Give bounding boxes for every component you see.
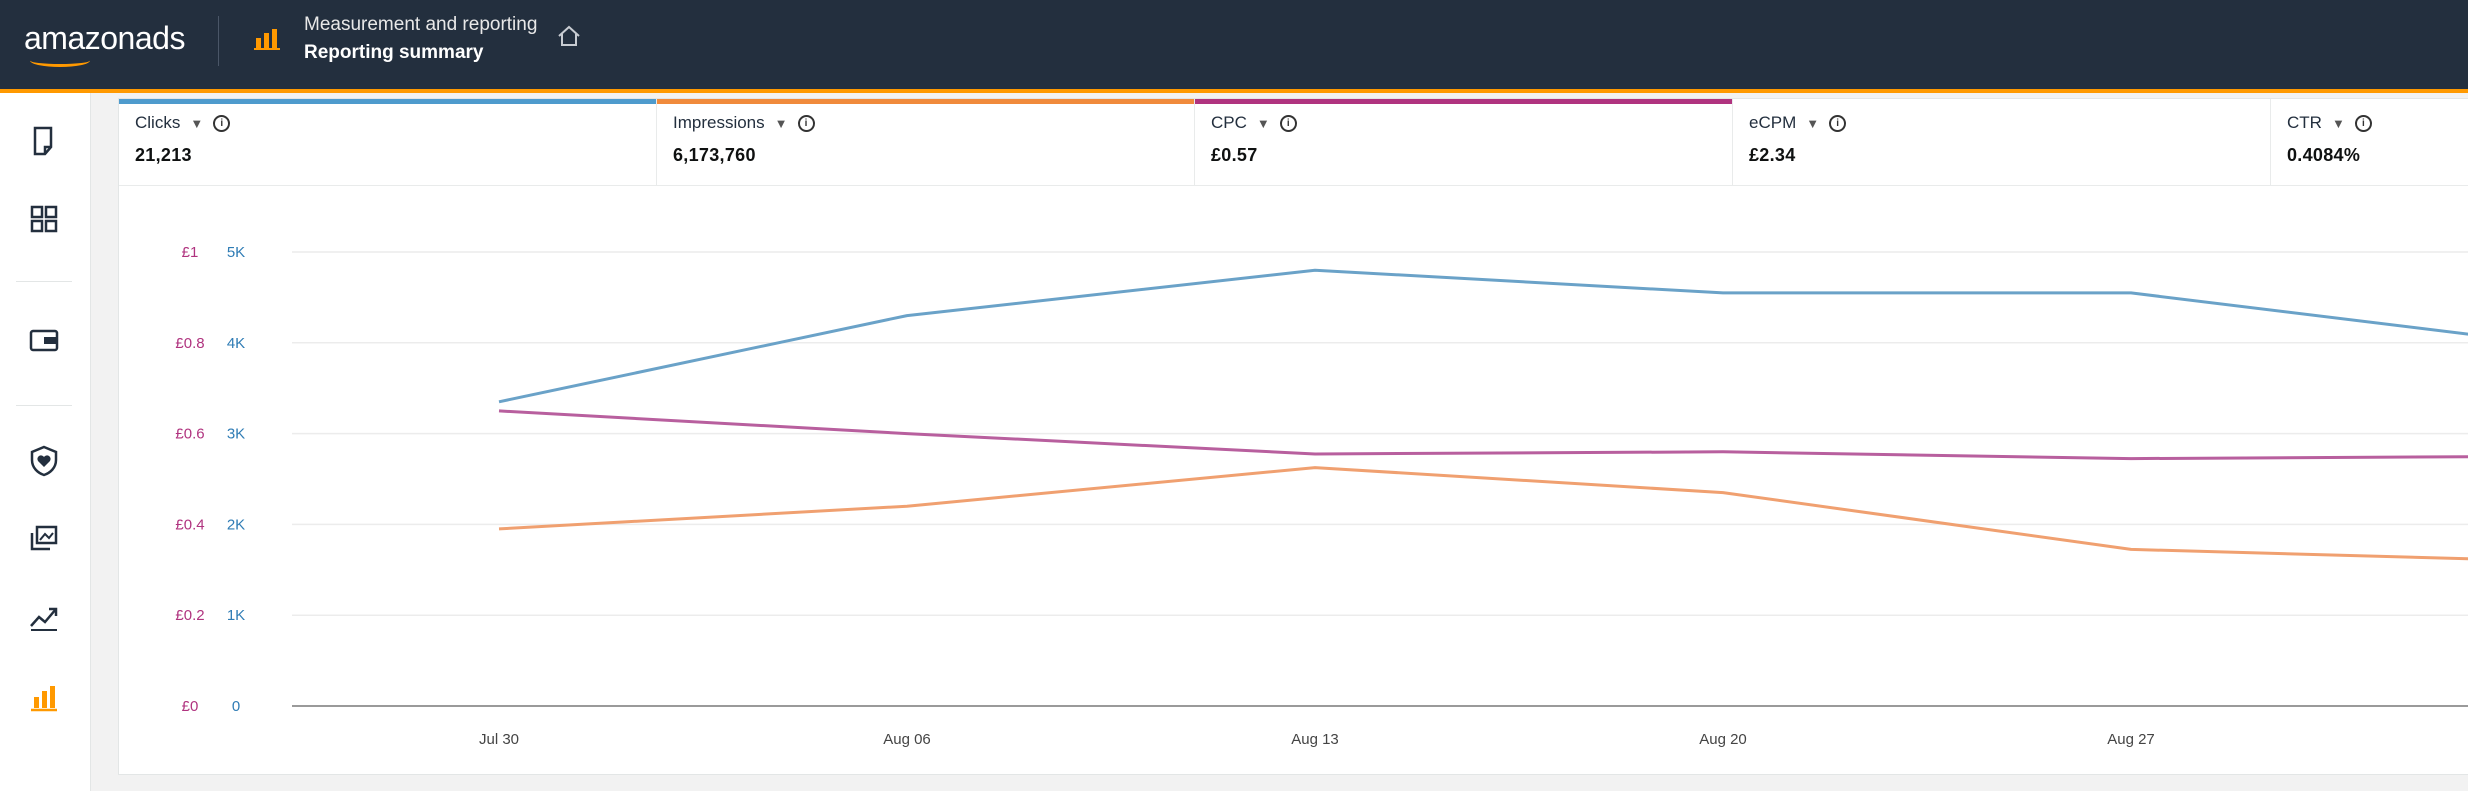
info-icon[interactable]: i xyxy=(2354,114,2372,132)
y-tick-currency: £0.8 xyxy=(175,335,204,352)
performance-line-chart: £1 5K £0.8 4K £0.6 3K £0.4 2K £0.2 1K £0 0 Jul 30 Au… xyxy=(175,244,2468,748)
metric-selector-row: Clicks ▼ i 21,213 Impressions ▼ i 6,173,… xyxy=(119,99,2468,186)
x-tick-label: Jul 30 xyxy=(479,731,519,748)
info-icon[interactable]: i xyxy=(1829,114,1847,132)
y-tick-count: 2K xyxy=(227,516,245,533)
metric-tile-cpc[interactable]: CPC ▼ i £0.57 xyxy=(1195,99,1733,185)
series-line-2 xyxy=(498,466,2468,561)
header-section-title[interactable]: Measurement and reporting xyxy=(304,14,538,35)
x-tick-label: Aug 27 xyxy=(2107,731,2155,748)
info-icon[interactable]: i xyxy=(797,114,815,132)
x-tick-label: Aug 06 xyxy=(883,731,931,748)
bar-chart-icon xyxy=(254,29,280,50)
reporting-chart-icon[interactable] xyxy=(26,679,62,715)
metric-name-row: CPC ▼ i xyxy=(1211,113,1732,133)
metric-value: 21,213 xyxy=(135,145,192,165)
y-tick-count: 0 xyxy=(232,698,240,715)
info-icon[interactable]: i xyxy=(1279,114,1297,132)
y-tick-count: 5K xyxy=(227,244,245,261)
series-line-0 xyxy=(498,268,2468,404)
chevron-down-icon[interactable]: ▼ xyxy=(190,115,204,131)
metric-value: 6,173,760 xyxy=(673,145,756,165)
metric-name-row: Clicks ▼ i xyxy=(135,113,656,133)
x-tick-label: Aug 13 xyxy=(1291,731,1339,748)
metric-name: CTR xyxy=(2287,113,2322,132)
y-tick-currency: £0.4 xyxy=(175,516,204,533)
wallet-icon[interactable] xyxy=(26,322,62,358)
logo-text-ads: ads xyxy=(134,20,186,56)
y-axis-ticks: £1 5K £0.8 4K £0.6 3K £0.4 2K £0.2 1K £0 0 xyxy=(175,244,245,715)
metric-name: eCPM xyxy=(1749,113,1797,132)
metric-tile-impressions[interactable]: Impressions ▼ i 6,173,760 xyxy=(657,99,1195,185)
home-icon[interactable] xyxy=(556,24,582,48)
info-icon[interactable]: i xyxy=(213,114,231,132)
shield-heart-icon[interactable] xyxy=(26,443,62,479)
growth-trend-icon[interactable] xyxy=(26,599,62,635)
chevron-down-icon[interactable]: ▼ xyxy=(2331,115,2345,131)
media-library-icon[interactable] xyxy=(26,521,62,557)
y-tick-currency: £0.6 xyxy=(175,426,204,443)
chevron-down-icon[interactable]: ▼ xyxy=(1806,115,1820,131)
header-divider xyxy=(218,16,219,66)
metric-name-row: eCPM ▼ i xyxy=(1749,113,2270,133)
metric-name: CPC xyxy=(1211,113,1247,132)
metric-name-row: Impressions ▼ i xyxy=(673,113,1194,133)
chart-series-lines xyxy=(498,268,2468,561)
logo-text-amazon: amazon xyxy=(24,20,135,56)
chevron-down-icon[interactable]: ▼ xyxy=(1256,115,1270,131)
metric-color-bar xyxy=(119,99,656,104)
metric-value: £0.57 xyxy=(1211,145,1258,165)
metric-value: 0.4084% xyxy=(2287,145,2361,165)
metric-value: £2.34 xyxy=(1749,145,1796,165)
metric-color-bar xyxy=(1195,99,1732,104)
page-title: Reporting summary xyxy=(304,42,484,63)
dashboard-grid-icon[interactable] xyxy=(26,201,62,237)
y-tick-currency: £0.2 xyxy=(175,607,204,624)
metric-name-row: CTR ▼ i xyxy=(2287,113,2468,133)
metric-name: Clicks xyxy=(135,113,181,132)
reporting-summary-card: Clicks ▼ i 21,213 Impressions ▼ i 6,173,… xyxy=(118,98,2468,775)
document-icon[interactable] xyxy=(26,123,62,159)
series-line-1 xyxy=(498,409,2468,461)
header-breadcrumb: Measurement and reporting Reporting summ… xyxy=(304,14,537,64)
left-sidebar xyxy=(0,93,91,791)
y-tick-count: 4K xyxy=(227,335,245,352)
metric-tile-clicks[interactable]: Clicks ▼ i 21,213 xyxy=(119,99,657,185)
chart-gridlines xyxy=(292,251,2468,707)
x-tick-label: Aug 20 xyxy=(1699,731,1747,748)
y-tick-currency: £0 xyxy=(182,698,199,715)
logo-smile-icon xyxy=(30,54,90,67)
sidebar-separator xyxy=(16,281,72,282)
metric-name: Impressions xyxy=(673,113,765,132)
chevron-down-icon[interactable]: ▼ xyxy=(774,115,788,131)
metric-tile-ecpm[interactable]: eCPM ▼ i £2.34 xyxy=(1733,99,2271,185)
y-tick-count: 3K xyxy=(227,426,245,443)
top-navigation-bar: amazonads Measurement and reporting Repo… xyxy=(0,0,2468,93)
amazon-ads-logo[interactable]: amazonads xyxy=(24,20,185,57)
metric-color-bar xyxy=(657,99,1194,104)
y-tick-count: 1K xyxy=(227,607,245,624)
y-tick-currency: £1 xyxy=(182,244,199,261)
sidebar-separator xyxy=(16,405,72,406)
metric-tile-ctr[interactable]: CTR ▼ i 0.4084% xyxy=(2271,99,2468,185)
